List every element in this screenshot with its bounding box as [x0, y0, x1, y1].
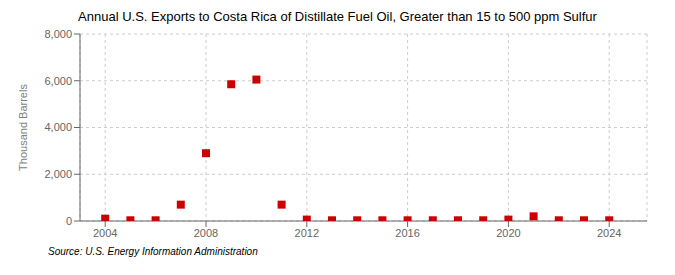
svg-text:2,000: 2,000 — [44, 168, 72, 180]
svg-text:2012: 2012 — [295, 227, 319, 239]
svg-text:2024: 2024 — [597, 227, 621, 239]
svg-text:2020: 2020 — [496, 227, 520, 239]
svg-text:2008: 2008 — [194, 227, 218, 239]
svg-text:0: 0 — [66, 215, 72, 227]
svg-text:8,000: 8,000 — [44, 28, 72, 40]
svg-text:2004: 2004 — [93, 227, 117, 239]
html-text:Source: U.S. Energy Informatio: Source: U.S. Energy Information Administ… — [48, 246, 258, 257]
svg-text:Thousand Barrels: Thousand Barrels — [17, 84, 29, 171]
svg-text:6,000: 6,000 — [44, 75, 72, 87]
svg-text:2016: 2016 — [395, 227, 419, 239]
svg-text:4,000: 4,000 — [44, 121, 72, 133]
html-text:Annual U.S. Exports to Costa R: Annual U.S. Exports to Costa Rica of Dis… — [78, 9, 597, 24]
